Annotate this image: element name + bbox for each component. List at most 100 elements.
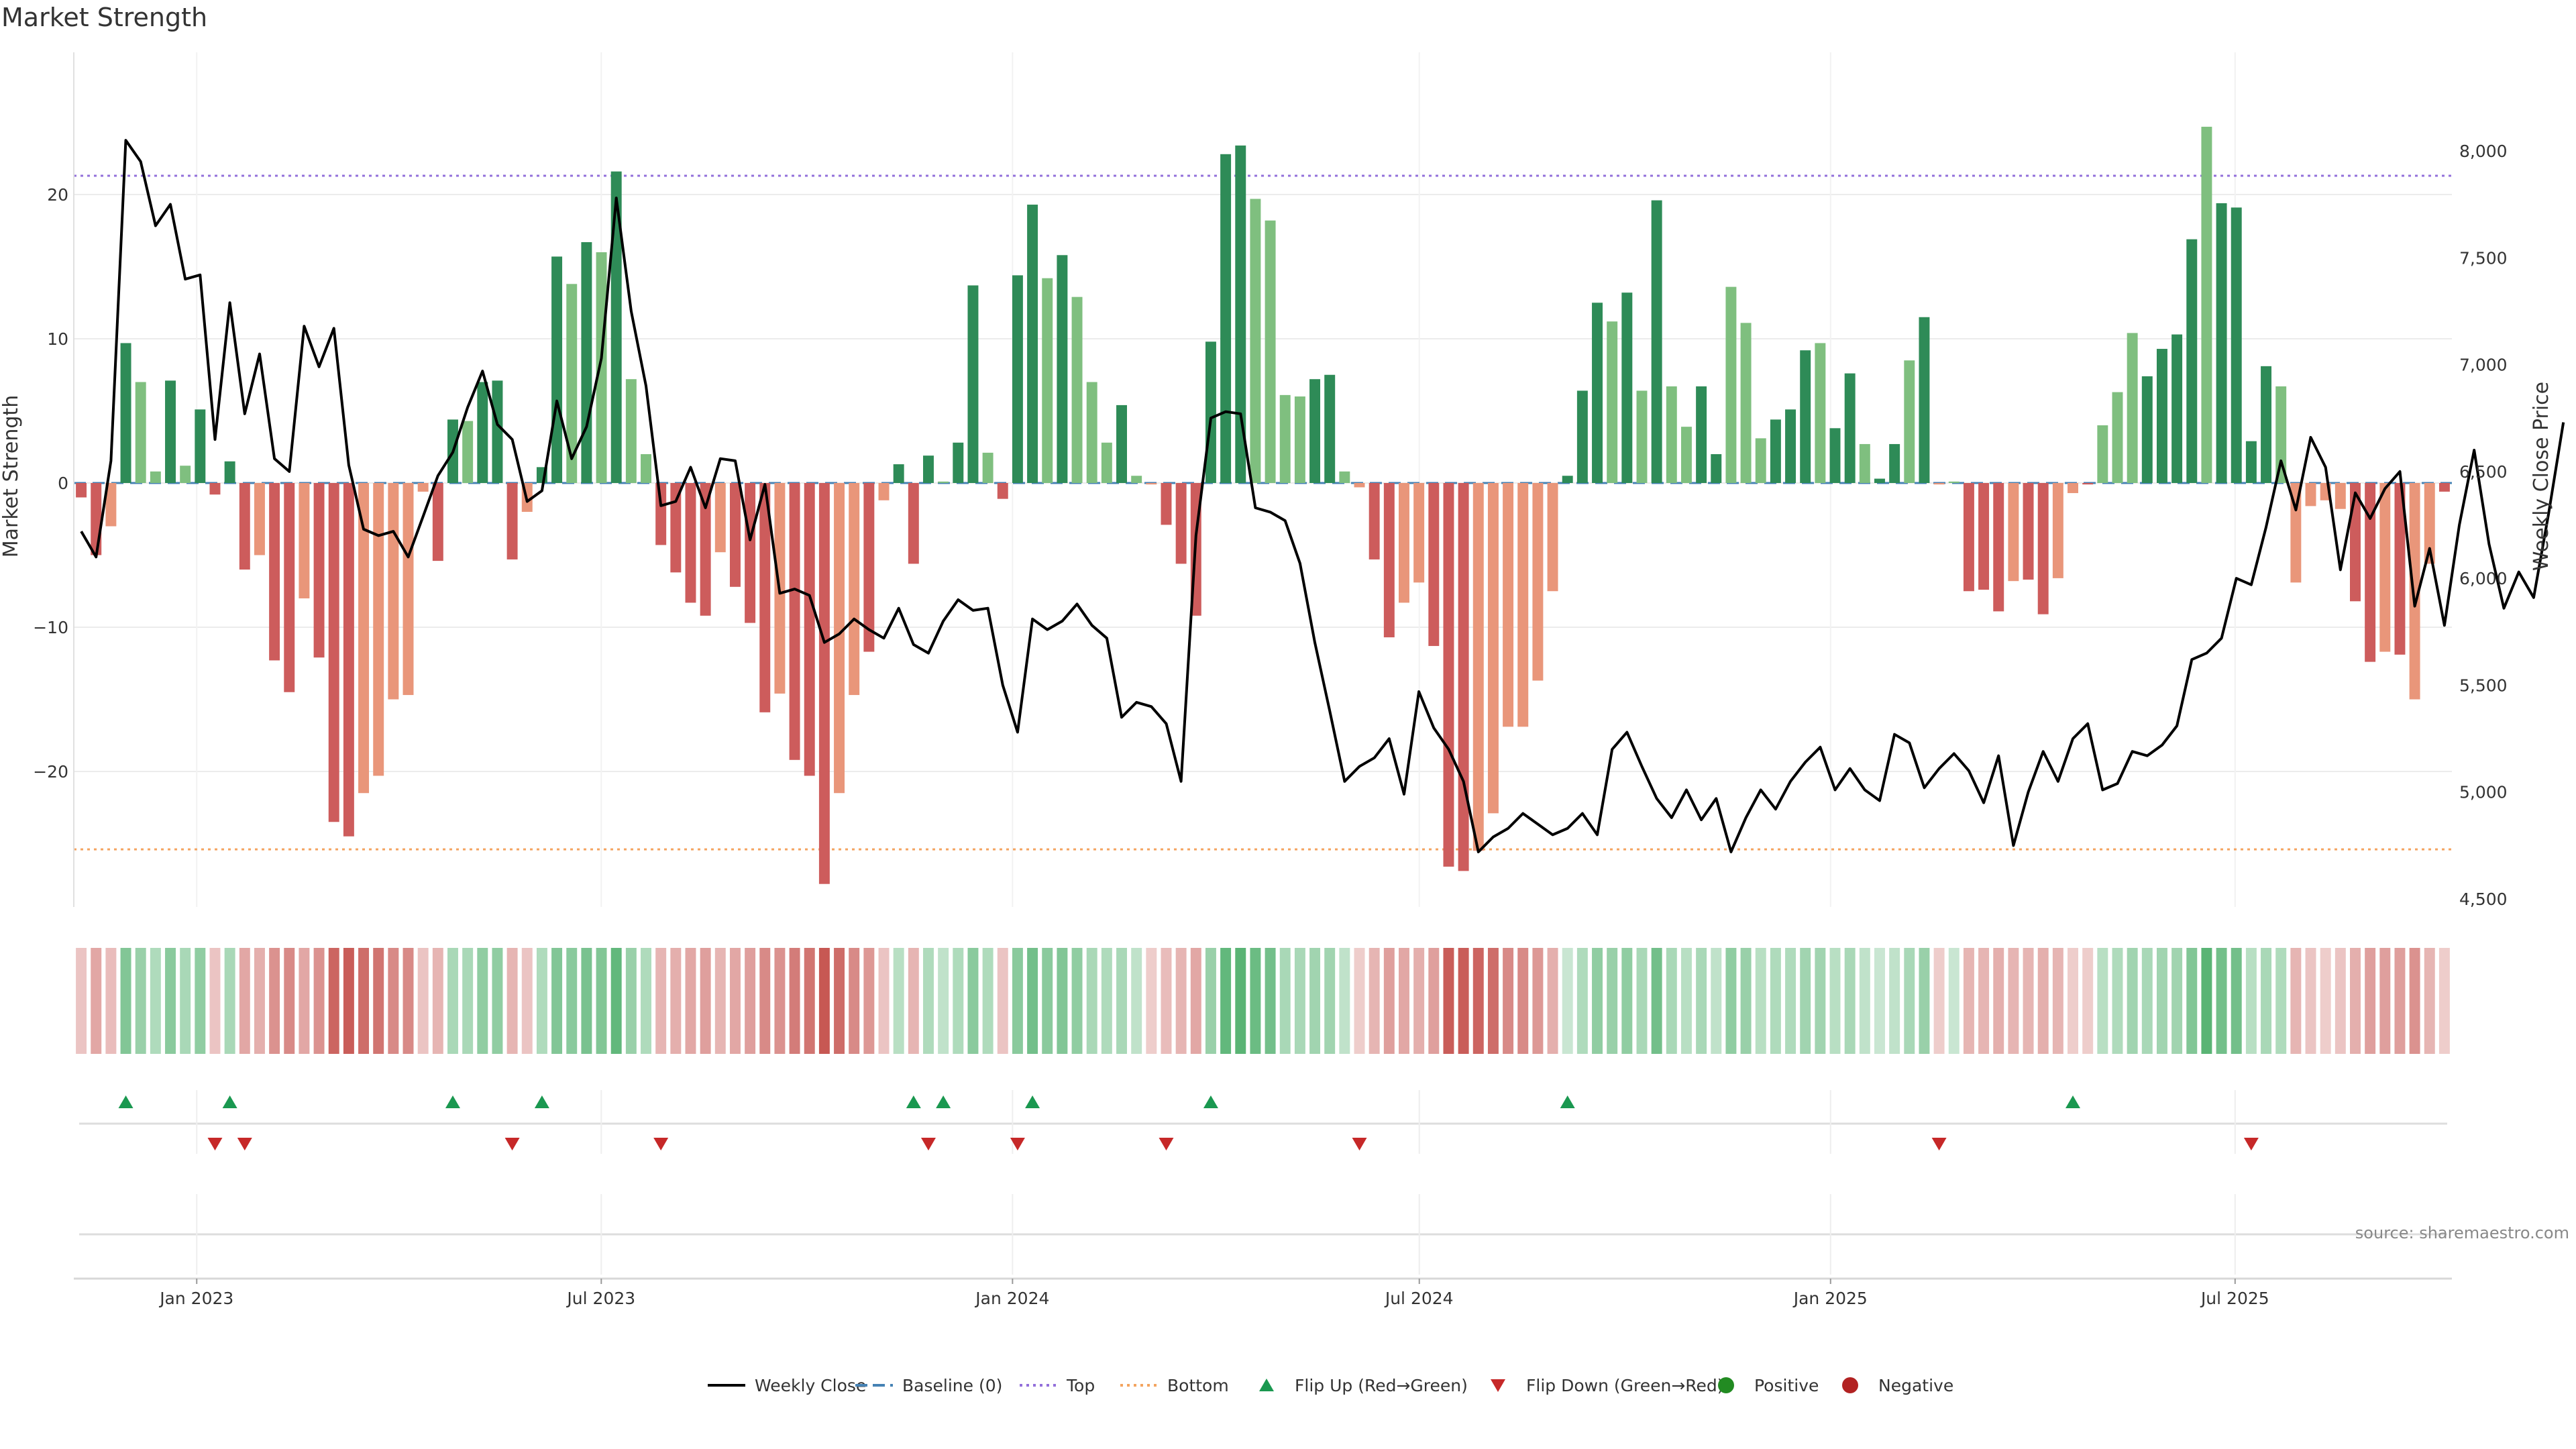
flip-up-marker	[534, 1095, 549, 1108]
flip-up-marker	[445, 1095, 460, 1108]
heat-cell	[908, 948, 919, 1054]
heat-cell	[953, 948, 964, 1054]
strength-bar	[1740, 323, 1752, 483]
strength-bar	[1413, 483, 1425, 583]
chart-title: Market Strength	[1, 3, 208, 32]
heat-cell	[1503, 948, 1514, 1054]
strength-bar	[1220, 154, 1232, 484]
strength-bar	[2438, 483, 2450, 492]
strength-bar	[863, 483, 875, 652]
heat-cell	[224, 948, 235, 1054]
heat-cell	[610, 948, 622, 1054]
x-axis: Jan 2023 Jul 2023 Jan 2024 Jul 2024 Jan 2025…	[74, 1277, 2452, 1308]
y-tick-label-left: 0	[58, 474, 68, 493]
heat-cell	[2320, 948, 2331, 1054]
heat-cell	[1354, 948, 1365, 1054]
strength-bar	[1859, 443, 1870, 483]
heat-cell	[284, 948, 295, 1054]
heat-cell	[745, 948, 756, 1054]
strength-bar	[610, 171, 622, 483]
legend: Weekly Close Baseline (0) Top Bottom Flip Up…	[708, 1376, 1953, 1395]
strength-bar	[492, 380, 503, 483]
strength-bar	[834, 483, 845, 794]
heat-cell	[1576, 948, 1588, 1054]
strength-bar	[1800, 350, 1811, 483]
heat-cell	[1651, 948, 1662, 1054]
strength-bar	[729, 483, 741, 587]
strength-bar	[1027, 205, 1038, 483]
strength-bar	[1116, 405, 1127, 483]
strength-bar	[1399, 483, 1409, 603]
strength-bar	[1368, 483, 1380, 559]
heat-cell	[1339, 948, 1350, 1054]
heat-cell	[165, 948, 176, 1054]
x-tick-label: Jul 2023	[566, 1289, 635, 1308]
heat-cell	[1161, 948, 1172, 1054]
strength-bar	[462, 421, 474, 483]
heat-cell	[818, 948, 830, 1054]
heat-cell	[388, 948, 399, 1054]
heat-cell	[2216, 948, 2227, 1054]
heat-cell	[180, 948, 191, 1054]
strength-bar	[1562, 476, 1573, 483]
heat-cell	[1904, 948, 1915, 1054]
strength-bar	[2008, 483, 2019, 582]
strength-bar	[1071, 297, 1083, 483]
strength-bar	[135, 382, 146, 483]
heat-cell	[209, 948, 221, 1054]
heat-cell	[254, 948, 265, 1054]
heat-cell	[1116, 948, 1127, 1054]
heat-cell	[2112, 948, 2123, 1054]
strength-bar	[1354, 483, 1365, 488]
strength-bar	[1443, 483, 1454, 867]
strength-bar	[893, 464, 904, 483]
heat-cell	[1012, 948, 1023, 1054]
flip-down-marker	[1010, 1138, 1025, 1150]
heat-cell	[536, 948, 547, 1054]
heat-cell	[1383, 948, 1395, 1054]
heat-cell	[1696, 948, 1707, 1054]
strength-bar	[2141, 376, 2153, 483]
heat-cell	[2245, 948, 2257, 1054]
strength-bar	[2186, 239, 2198, 483]
strength-bar	[1383, 483, 1395, 638]
heat-cell	[2023, 948, 2034, 1054]
strength-bar	[2305, 483, 2316, 506]
heat-cell	[2097, 948, 2108, 1054]
heat-cell	[2171, 948, 2183, 1054]
y-tick-label-right: 7,500	[2459, 248, 2508, 268]
strength-bar	[1755, 438, 1766, 483]
heat-cell	[1680, 948, 1692, 1054]
heat-cell	[1057, 948, 1068, 1054]
heat-cell	[1279, 948, 1291, 1054]
axes: −20 −10 0 10 20 4,500 5,000 5,500 6,000 6,500 7,00…	[33, 52, 2508, 909]
strength-bar	[878, 483, 890, 500]
strength-bar	[1874, 478, 1885, 483]
strength-bar	[2171, 334, 2183, 483]
heat-cell	[774, 948, 786, 1054]
heat-cell	[2438, 948, 2450, 1054]
strength-bar	[2068, 483, 2078, 494]
strength-bar	[1235, 145, 1246, 483]
strength-bar	[1993, 483, 2004, 612]
heat-cell	[1042, 948, 1053, 1054]
heat-cell	[402, 948, 414, 1054]
y-tick-label-right: 7,000	[2459, 356, 2508, 375]
strength-bar	[1012, 275, 1023, 483]
flip-up-marker	[2065, 1095, 2081, 1108]
strength-bar	[1666, 386, 1677, 483]
strength-bar	[2156, 349, 2167, 483]
y-tick-label-right: 6,000	[2459, 569, 2508, 588]
strength-bar	[1933, 483, 1945, 485]
heat-cell	[700, 948, 711, 1054]
strength-bar	[700, 483, 711, 616]
heat-cell	[1324, 948, 1336, 1054]
strength-bar	[195, 409, 206, 483]
legend-swatch	[1718, 1377, 1734, 1393]
strength-bar	[417, 483, 429, 492]
strength-bar	[1265, 220, 1276, 483]
heat-cell	[1666, 948, 1677, 1054]
strength-bar	[1696, 386, 1707, 483]
heat-cell	[1413, 948, 1425, 1054]
heat-cell	[2290, 948, 2302, 1054]
